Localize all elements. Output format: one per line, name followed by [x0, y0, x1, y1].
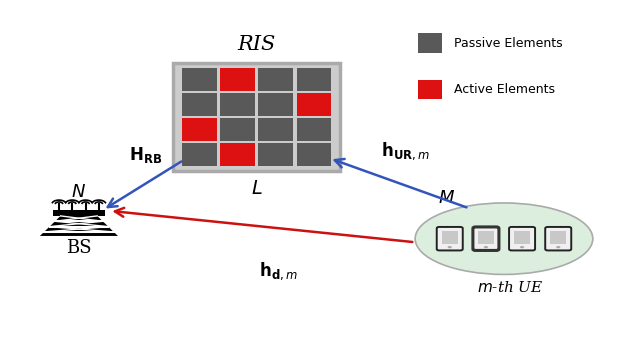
Text: $\mathbf{H}_{\mathbf{RB}}$: $\mathbf{H}_{\mathbf{RB}}$ [129, 145, 162, 165]
Bar [220, 143, 255, 166]
Bar [182, 68, 216, 91]
Text: $L$: $L$ [251, 180, 262, 199]
Circle shape [447, 246, 452, 248]
Circle shape [556, 246, 561, 248]
Bar [419, 33, 442, 53]
FancyBboxPatch shape [473, 227, 499, 250]
Bar [52, 210, 105, 216]
Text: BS: BS [66, 239, 92, 257]
Bar [220, 68, 255, 91]
Bar [296, 93, 331, 116]
Bar [442, 232, 458, 244]
Bar [182, 118, 216, 141]
Circle shape [484, 246, 488, 248]
Text: $\mathbf{h}_{\mathbf{d},m}$: $\mathbf{h}_{\mathbf{d},m}$ [259, 260, 298, 282]
Text: Active Elements: Active Elements [454, 83, 555, 96]
Bar [182, 143, 216, 166]
Bar [220, 118, 255, 141]
Text: RIS: RIS [237, 35, 276, 54]
FancyBboxPatch shape [436, 227, 463, 250]
Text: $M$: $M$ [438, 188, 456, 207]
Text: $m$-th UE: $m$-th UE [477, 280, 543, 295]
Text: Passive Elements: Passive Elements [454, 37, 563, 50]
Circle shape [520, 246, 524, 248]
Bar [182, 93, 216, 116]
Text: $N$: $N$ [72, 183, 86, 201]
Bar [514, 232, 530, 244]
Bar [259, 93, 292, 116]
Ellipse shape [415, 203, 593, 274]
Bar [259, 118, 292, 141]
FancyBboxPatch shape [509, 227, 535, 250]
Bar [296, 68, 331, 91]
Bar [296, 118, 331, 141]
FancyBboxPatch shape [545, 227, 572, 250]
FancyBboxPatch shape [173, 63, 340, 171]
Bar [478, 232, 493, 244]
Bar [550, 232, 566, 244]
Polygon shape [38, 216, 119, 237]
Bar [259, 143, 292, 166]
Bar [419, 79, 442, 99]
Text: $\mathbf{h}_{\mathbf{UR},m}$: $\mathbf{h}_{\mathbf{UR},m}$ [381, 140, 430, 162]
Bar [220, 93, 255, 116]
Bar [296, 143, 331, 166]
Bar [259, 68, 292, 91]
